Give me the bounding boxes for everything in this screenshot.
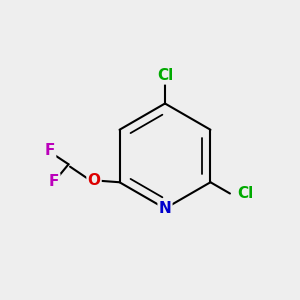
Text: Cl: Cl bbox=[238, 186, 254, 201]
Text: N: N bbox=[159, 201, 171, 216]
Text: F: F bbox=[49, 174, 59, 189]
Text: F: F bbox=[45, 143, 55, 158]
Text: O: O bbox=[88, 173, 100, 188]
Text: Cl: Cl bbox=[157, 68, 173, 83]
